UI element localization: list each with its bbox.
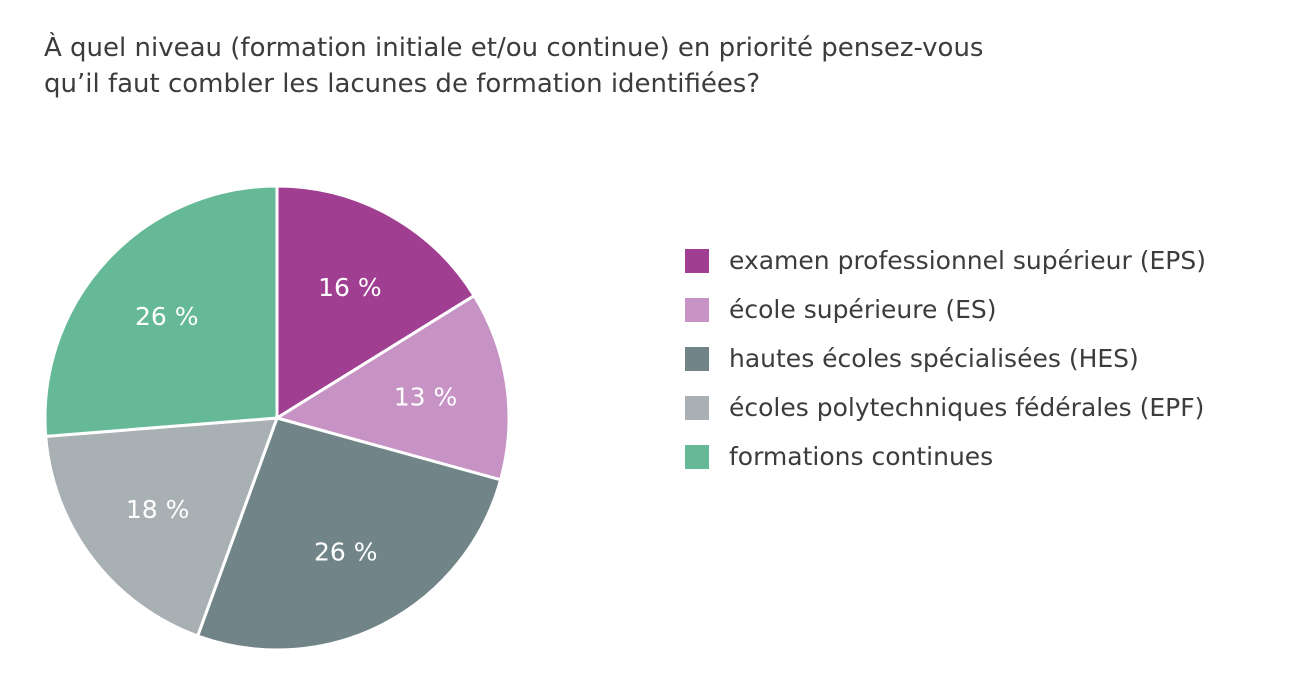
chart-title-line-2: qu’il faut combler les lacunes de format… [44,69,761,99]
legend-item-3: écoles polytechniques fédérales (EPF) [685,383,1206,432]
pie-chart: 16 % 13 % 26 % 18 % 26 % [43,184,511,652]
pie-slice-3 [44,416,279,638]
legend-item-1: école supérieure (ES) [685,285,1206,334]
pie-slice-labels: 16 % 13 % 26 % 18 % 26 % [126,273,457,566]
legend-label-3: écoles polytechniques fédérales (EPF) [729,393,1205,422]
legend: examen professionnel supérieur (EPS) écol… [685,236,1206,481]
legend-item-2: hautes écoles spécialisées (HES) [685,334,1206,383]
legend-label-1: école supérieure (ES) [729,295,997,324]
pie-slices [43,184,511,652]
chart-title: À quel niveau (formation initiale et/ou … [44,30,1144,102]
legend-swatch-0 [685,248,709,273]
pie-slice-label-4: 26 % [135,302,199,331]
pie-slice-label-2: 26 % [314,537,378,566]
legend-swatch-4 [685,444,709,469]
legend-label-0: examen professionnel supérieur (EPS) [729,246,1206,275]
legend-label-4: formations continues [729,442,994,471]
pie-slice-4 [43,184,279,438]
chart-title-line-1: À quel niveau (formation initiale et/ou … [44,33,984,63]
legend-swatch-3 [685,395,709,420]
legend-swatch-2 [685,346,709,371]
pie-slice-label-3: 18 % [126,495,190,524]
pie-slice-0 [275,184,476,420]
legend-item-4: formations continues [685,432,1206,481]
legend-label-2: hautes écoles spécialisées (HES) [729,344,1139,373]
legend-item-0: examen professionnel supérieur (EPS) [685,236,1206,285]
pie-slice-label-1: 13 % [394,383,458,412]
legend-swatch-1 [685,297,709,322]
pie-slice-label-0: 16 % [318,273,382,302]
pie-slice-2 [196,416,503,652]
